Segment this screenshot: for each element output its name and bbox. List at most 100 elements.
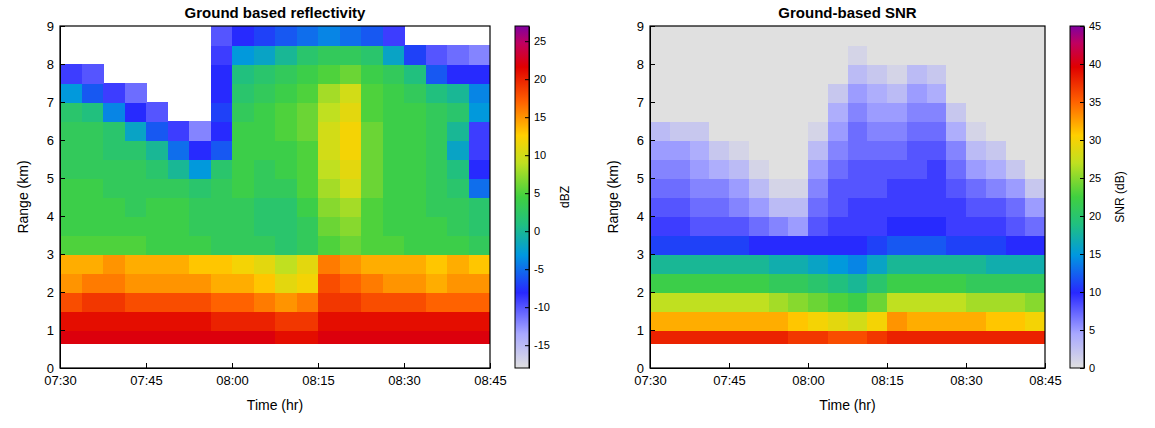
heatmap-cell <box>361 140 383 160</box>
heatmap-cell <box>447 197 469 217</box>
heatmap-cell <box>447 178 469 198</box>
heatmap-cell <box>749 178 769 198</box>
heatmap-cell <box>469 292 491 312</box>
heatmap-cell <box>867 102 887 122</box>
heatmap-cell <box>1025 140 1045 160</box>
heatmap-cell <box>927 292 947 312</box>
heatmap-cell <box>60 102 82 122</box>
heatmap-cell <box>469 121 491 141</box>
heatmap-cell <box>383 26 405 46</box>
colorbar-tick-mark <box>1080 330 1084 331</box>
y-tick: 3 <box>637 247 655 262</box>
heatmap-cell <box>469 140 491 160</box>
heatmap-cell <box>670 26 690 46</box>
heatmap-cell <box>254 254 276 274</box>
heatmap-cell <box>82 178 104 198</box>
heatmap-cell <box>887 235 907 255</box>
heatmap-cell <box>848 254 868 274</box>
heatmap-cell <box>254 178 276 198</box>
heatmap-cell <box>867 121 887 141</box>
colorbar-tick-mark <box>525 155 529 156</box>
heatmap-cell <box>254 292 276 312</box>
heatmap-cell <box>690 216 710 236</box>
colorbar-tick-label: 10 <box>534 149 546 161</box>
heatmap-cell <box>1006 311 1026 331</box>
colorbar-tick-label: -15 <box>534 339 550 351</box>
y-tick-mark <box>60 140 65 141</box>
heatmap-cell <box>275 64 297 84</box>
colorbar-tick-label: 40 <box>1089 58 1101 70</box>
heatmap-cell <box>146 197 168 217</box>
heatmap-cell <box>729 254 749 274</box>
heatmap-cell <box>447 311 469 331</box>
heatmap-cell <box>927 64 947 84</box>
heatmap-cell <box>848 178 868 198</box>
heatmap-cell <box>808 102 828 122</box>
x-tick: 08:30 <box>388 363 421 388</box>
x-tick: 08:00 <box>216 363 249 388</box>
heatmap-cell <box>426 140 448 160</box>
heatmap-cell <box>808 254 828 274</box>
heatmap-cell <box>404 216 426 236</box>
heatmap-cell <box>297 140 319 160</box>
heatmap-cell <box>254 26 276 46</box>
x-tick-label: 07:45 <box>130 373 163 388</box>
x-axis: 07:3007:4508:0008:1508:3008:45 <box>634 363 1062 388</box>
heatmap-cell <box>297 216 319 236</box>
heatmap-cell <box>297 235 319 255</box>
x-tick: 08:15 <box>302 363 335 388</box>
heatmap-cell <box>867 26 887 46</box>
heatmap-cell <box>211 45 233 65</box>
heatmap-cell <box>828 330 848 344</box>
colorbar-tick-mark <box>1080 102 1084 103</box>
heatmap-cell <box>650 121 670 141</box>
heatmap-cell <box>254 330 276 344</box>
heatmap-cell <box>469 235 491 255</box>
heatmap-cell <box>103 197 125 217</box>
x-tick: 08:00 <box>792 363 825 388</box>
heatmap-cell <box>340 121 362 141</box>
heatmap-cell <box>907 140 927 160</box>
heatmap-cell <box>426 159 448 179</box>
heatmap-cell <box>103 330 125 344</box>
heatmap-cell <box>1006 102 1026 122</box>
heatmap-cell <box>749 330 769 344</box>
heatmap-cell <box>211 292 233 312</box>
heatmap-cell <box>60 159 82 179</box>
heatmap-cell <box>907 330 927 344</box>
colorbar-tick: 10 <box>1080 286 1101 298</box>
heatmap-cell <box>82 330 104 344</box>
heatmap-cell <box>690 197 710 217</box>
heatmap-cell <box>275 330 297 344</box>
heatmap-cell <box>383 121 405 141</box>
heatmap-cell <box>318 254 340 274</box>
heatmap-cell <box>447 159 469 179</box>
x-tick-label: 07:45 <box>713 373 746 388</box>
colorbar-tick: 45 <box>1080 20 1101 32</box>
y-tick-label: 4 <box>47 209 54 224</box>
heatmap-cell <box>232 83 254 103</box>
heatmap-cell <box>404 292 426 312</box>
heatmap-cell <box>297 311 319 331</box>
colorbar-tick-label: 0 <box>534 225 540 237</box>
heatmap-cell <box>361 235 383 255</box>
heatmap-cell <box>232 273 254 293</box>
heatmap-cell <box>189 159 211 179</box>
heatmap-cell <box>927 102 947 122</box>
y-tick-mark <box>60 102 65 103</box>
heatmap-cell <box>103 140 125 160</box>
heatmap-cell <box>769 216 789 236</box>
heatmap-cell <box>404 311 426 331</box>
y-tick-label: 4 <box>637 209 644 224</box>
heatmap-cell <box>769 311 789 331</box>
heatmap-cell <box>986 197 1006 217</box>
heatmap-cell <box>447 140 469 160</box>
colorbar-tick-mark <box>525 307 529 308</box>
colorbar-tick-mark <box>1080 178 1084 179</box>
heatmap-cell <box>1025 197 1045 217</box>
heatmap-cell <box>297 178 319 198</box>
heatmap-cell <box>729 26 749 46</box>
x-tick-mark <box>808 363 809 368</box>
heatmap-cell <box>232 121 254 141</box>
heatmap-cell <box>60 140 82 160</box>
